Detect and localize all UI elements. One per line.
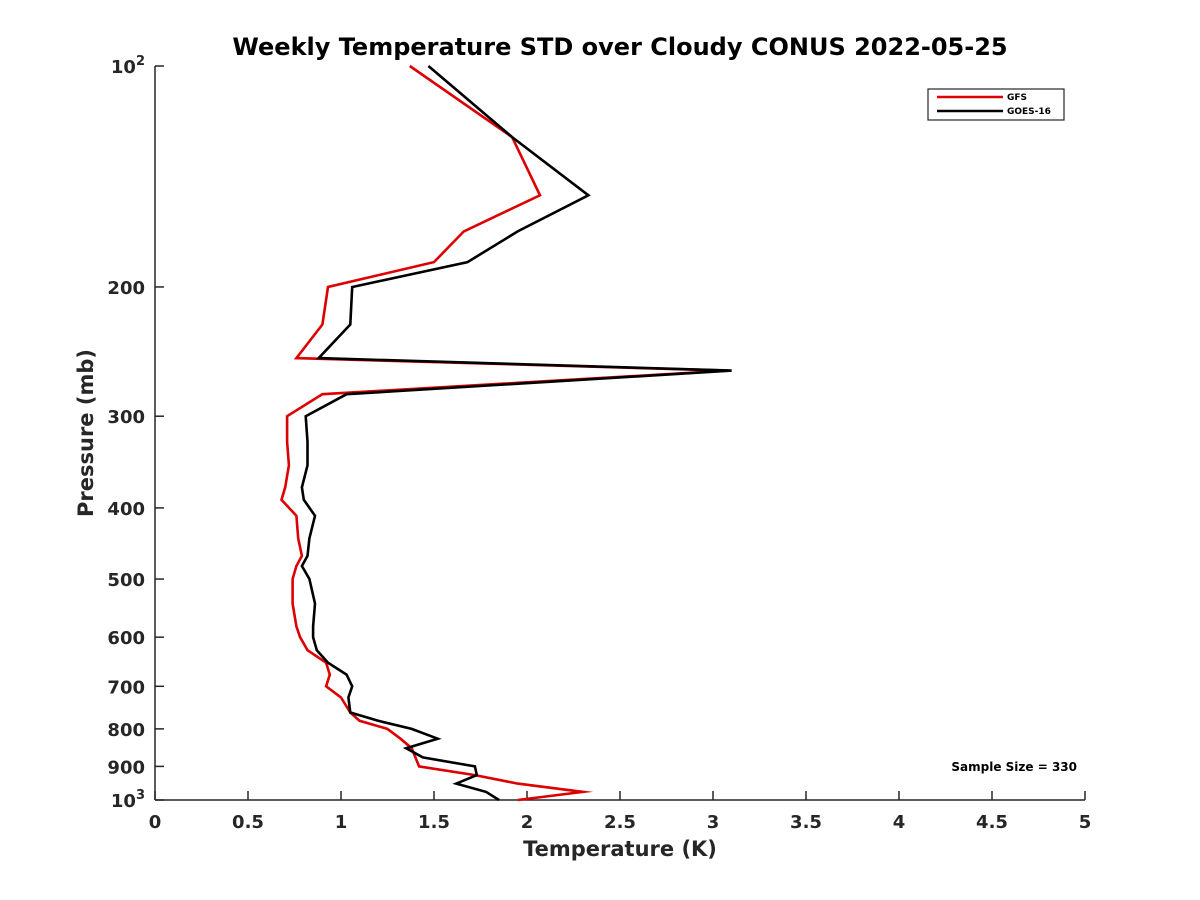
y-tick-label-base: 10 (111, 57, 136, 78)
chart-title: Weekly Temperature STD over Cloudy CONUS… (232, 33, 1007, 61)
x-tick-label: 4.5 (976, 812, 1008, 833)
x-tick-label: 4 (893, 812, 906, 833)
y-tick-label: 102 (111, 54, 145, 78)
x-tick-label: 0.5 (232, 812, 264, 833)
x-tick-label: 0 (149, 812, 162, 833)
legend: GFS GOES-16 (927, 88, 1065, 121)
legend-label-goes16: GOES-16 (1007, 107, 1051, 117)
x-ticks: 0 0.5 1 1.5 2 2.5 3 3.5 4 4.5 5 (149, 791, 1092, 833)
y-tick-label: 700 (107, 677, 145, 698)
legend-box (927, 88, 1065, 121)
y-tick-label: 300 (107, 407, 145, 428)
series-line-goes16 (300, 65, 732, 802)
series-layer (280, 64, 732, 802)
y-tick-label: 800 (107, 720, 145, 741)
series-line-gfs (280, 64, 728, 802)
x-tick-label: 2 (521, 812, 534, 833)
y-tick-label: 900 (107, 757, 145, 778)
legend-label-gfs: GFS (1007, 93, 1027, 103)
x-tick-label: 1 (335, 812, 348, 833)
x-tick-label: 2.5 (604, 812, 636, 833)
y-tick-label-base: 10 (111, 791, 136, 812)
x-tick-label: 1.5 (418, 812, 450, 833)
y-tick-label: 400 (107, 499, 145, 520)
x-axis-label: Temperature (K) (523, 837, 717, 861)
y-tick-label: 200 (107, 278, 145, 299)
y-axis-label: Pressure (mb) (74, 349, 98, 517)
x-tick-label: 3.5 (790, 812, 822, 833)
x-tick-label: 3 (707, 812, 720, 833)
y-tick-label-exponent: 2 (136, 54, 145, 69)
x-tick-label: 5 (1079, 812, 1092, 833)
y-tick-label-exponent: 3 (136, 788, 145, 803)
y-tick-label: 600 (107, 628, 145, 649)
sample-size-annotation: Sample Size = 330 (951, 760, 1077, 774)
y-tick-label: 103 (111, 788, 145, 812)
y-tick-label: 500 (107, 570, 145, 591)
